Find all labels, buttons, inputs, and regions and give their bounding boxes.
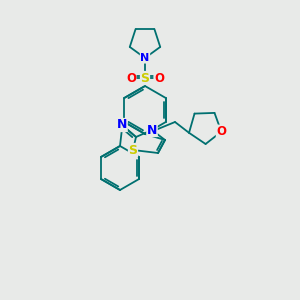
Text: O: O (216, 125, 226, 138)
Text: O: O (154, 71, 164, 85)
Text: O: O (126, 71, 136, 85)
Text: N: N (147, 124, 157, 136)
Text: S: S (128, 143, 137, 157)
Text: S: S (140, 71, 149, 85)
Text: N: N (117, 118, 127, 131)
Text: N: N (140, 53, 150, 63)
